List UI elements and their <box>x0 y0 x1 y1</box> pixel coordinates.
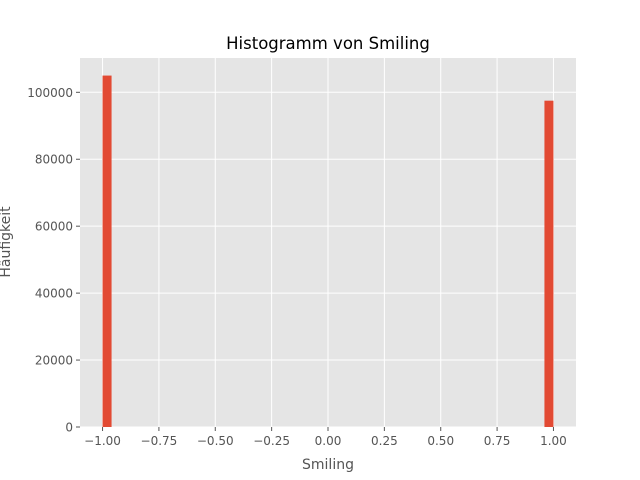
bars <box>102 75 554 428</box>
x-axis-ticks: −1.00 −0.75 −0.50 −0.25 0.00 0.25 0.50 0.75 1.00 <box>84 427 567 448</box>
y-axis-ticks: 0 20000 40000 60000 80000 100000 <box>27 86 80 435</box>
x-tick-label: 0.75 <box>484 434 511 448</box>
chart-title: Histogramm von Smiling <box>226 34 430 53</box>
y-tick-label: 80000 <box>35 153 73 167</box>
x-tick-label: 0.00 <box>315 434 342 448</box>
x-tick-label: 0.25 <box>371 434 398 448</box>
x-tick-label: −1.00 <box>84 434 121 448</box>
histogram-bar <box>544 100 554 428</box>
y-tick-label: 20000 <box>35 354 73 368</box>
x-tick-label: 1.00 <box>540 434 567 448</box>
y-tick-label: 60000 <box>35 220 73 234</box>
x-tick-label: 0.50 <box>427 434 454 448</box>
x-axis-label: Smiling <box>302 457 354 473</box>
y-axis-label: Häufigkeit <box>0 206 14 278</box>
y-tick-label: 0 <box>65 421 73 435</box>
x-tick-label: −0.25 <box>253 434 290 448</box>
x-tick-label: −0.50 <box>197 434 234 448</box>
histogram-bar <box>102 75 112 428</box>
y-tick-label: 40000 <box>35 287 73 301</box>
y-tick-label: 100000 <box>27 86 73 100</box>
x-tick-label: −0.75 <box>141 434 178 448</box>
